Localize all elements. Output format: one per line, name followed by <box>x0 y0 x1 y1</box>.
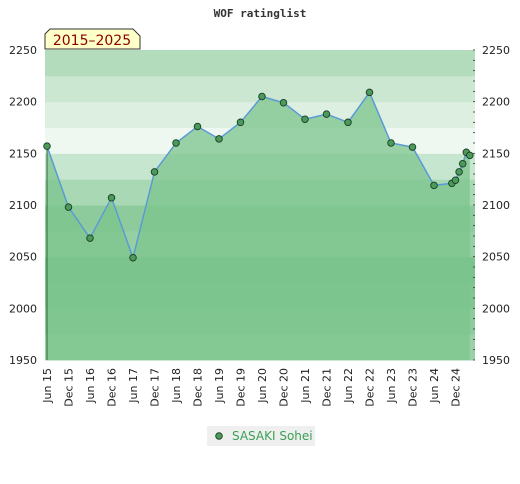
data-point <box>365 88 374 97</box>
x-tick-label: Jun 18 <box>170 368 183 404</box>
x-tick-label: Dec 17 <box>149 368 162 407</box>
year-range-badge: 2015–2025 <box>44 28 141 50</box>
background-band <box>45 50 475 77</box>
data-point <box>258 92 266 101</box>
legend-label: SASAKI Sohei <box>232 429 313 443</box>
x-tick-label: Jun 19 <box>213 368 226 404</box>
chart-title: WOF ratinglist <box>214 7 307 20</box>
y-tick-label-left: 2050 <box>9 251 37 264</box>
data-point <box>430 181 438 190</box>
y-tick-label-left: 2100 <box>9 199 37 212</box>
data-point <box>458 159 467 168</box>
y-tick-label-left: 2250 <box>9 44 37 57</box>
y-tick-label-left: 1950 <box>9 354 37 367</box>
x-tick-label: Dec 22 <box>364 368 377 407</box>
data-point <box>466 151 474 160</box>
markers <box>43 88 474 262</box>
data-point <box>172 139 180 147</box>
badge-box <box>44 28 141 50</box>
data-point <box>107 194 116 202</box>
data-point <box>43 142 51 150</box>
series-area <box>47 92 470 361</box>
data-point <box>451 176 460 184</box>
y-tick-label-right: 2000 <box>482 302 510 315</box>
x-tick-label: Dec 21 <box>321 368 334 407</box>
data-point <box>279 98 288 107</box>
y-tick-label-right: 2100 <box>482 199 510 212</box>
y-tick-label-right: 2200 <box>482 96 510 109</box>
y-tick-label-right: 2050 <box>482 251 510 264</box>
legend: SASAKI Sohei <box>207 426 315 446</box>
y-tick-label-left: 2000 <box>9 302 37 315</box>
data-point <box>215 135 223 143</box>
x-tick-label: Dec 18 <box>192 368 205 407</box>
data-point <box>86 234 94 242</box>
x-tick-label: Jun 15 <box>41 368 54 404</box>
x-tick-label: Dec 19 <box>235 368 248 407</box>
x-tick-label: Dec 23 <box>407 368 420 407</box>
x-tick-label: Jun 21 <box>299 368 312 404</box>
data-point <box>129 253 137 262</box>
data-point <box>150 168 159 176</box>
data-point <box>408 143 417 151</box>
data-point <box>387 139 395 147</box>
y-tick-label-right: 2250 <box>482 44 510 57</box>
right-axis-minor-ticks <box>473 49 475 361</box>
x-tick-label: Jun 24 <box>428 368 441 404</box>
data-point <box>344 118 352 127</box>
y-tick-label-left: 2150 <box>9 147 37 160</box>
y-tick-label-left: 2200 <box>9 96 37 109</box>
x-tick-label: Dec 15 <box>63 368 76 407</box>
x-tick-label: Jun 20 <box>256 368 269 404</box>
data-point <box>455 168 463 176</box>
data-point <box>301 115 309 123</box>
data-point <box>322 110 331 118</box>
x-tick-label: Jun 22 <box>342 368 355 404</box>
legend-marker <box>215 432 223 440</box>
badge-label: 2015–2025 <box>53 33 131 49</box>
x-tick-label: Jun 16 <box>84 368 97 404</box>
x-tick-label: Dec 24 <box>450 368 463 407</box>
x-tick-label: Dec 16 <box>106 368 119 407</box>
y-tick-label-right: 2150 <box>482 147 510 160</box>
x-tick-label: Jun 17 <box>127 368 140 404</box>
data-point <box>64 203 73 211</box>
legend-box <box>207 426 315 446</box>
x-tick-label: Dec 20 <box>278 368 291 407</box>
x-tick-label: Jun 23 <box>385 368 398 404</box>
data-point <box>236 118 245 127</box>
data-point <box>193 122 202 131</box>
y-tick-label-right: 1950 <box>482 354 510 367</box>
